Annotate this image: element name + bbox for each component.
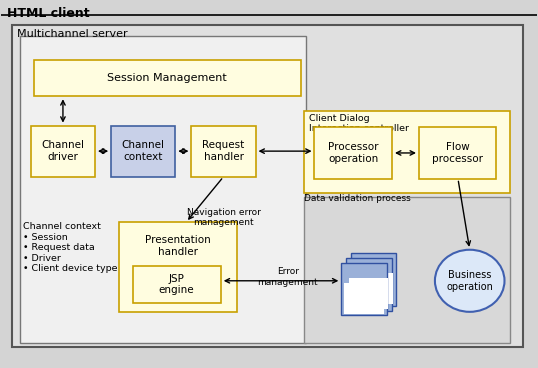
Text: Channel
context: Channel context [122, 140, 165, 162]
Ellipse shape [435, 250, 505, 312]
FancyBboxPatch shape [33, 60, 301, 96]
FancyBboxPatch shape [119, 222, 237, 312]
FancyBboxPatch shape [346, 258, 392, 311]
Text: Presentation
handler: Presentation handler [145, 235, 211, 257]
FancyBboxPatch shape [341, 262, 387, 315]
Text: Channel context
• Session
• Request data
• Driver
• Client device type: Channel context • Session • Request data… [23, 222, 117, 273]
Text: HTML client: HTML client [7, 7, 89, 20]
FancyBboxPatch shape [344, 283, 384, 314]
Text: Request
handler: Request handler [202, 140, 245, 162]
Text: Channel
driver: Channel driver [41, 140, 84, 162]
FancyBboxPatch shape [304, 111, 510, 193]
FancyBboxPatch shape [351, 253, 397, 306]
FancyBboxPatch shape [315, 127, 392, 178]
FancyBboxPatch shape [111, 125, 175, 177]
Text: Processor
operation: Processor operation [328, 142, 379, 164]
FancyBboxPatch shape [349, 278, 388, 309]
Text: Navigation error
management: Navigation error management [187, 208, 260, 227]
Text: Flow
processor: Flow processor [432, 142, 483, 164]
FancyBboxPatch shape [354, 273, 393, 304]
FancyBboxPatch shape [304, 197, 510, 343]
FancyBboxPatch shape [132, 266, 221, 303]
Text: Error
management: Error management [257, 268, 318, 287]
Text: Multichannel server: Multichannel server [17, 29, 128, 39]
Text: JSP: JSP [354, 298, 374, 308]
FancyBboxPatch shape [419, 127, 497, 178]
Text: Client Dialog
Interaction controller: Client Dialog Interaction controller [309, 114, 409, 133]
FancyBboxPatch shape [20, 36, 307, 343]
FancyBboxPatch shape [192, 125, 256, 177]
FancyBboxPatch shape [12, 25, 523, 347]
Text: Business
operation: Business operation [446, 270, 493, 291]
Text: Session Management: Session Management [108, 73, 227, 83]
Text: Data validation process: Data validation process [304, 194, 410, 203]
Text: JSP
engine: JSP engine [159, 274, 194, 295]
FancyBboxPatch shape [31, 125, 95, 177]
